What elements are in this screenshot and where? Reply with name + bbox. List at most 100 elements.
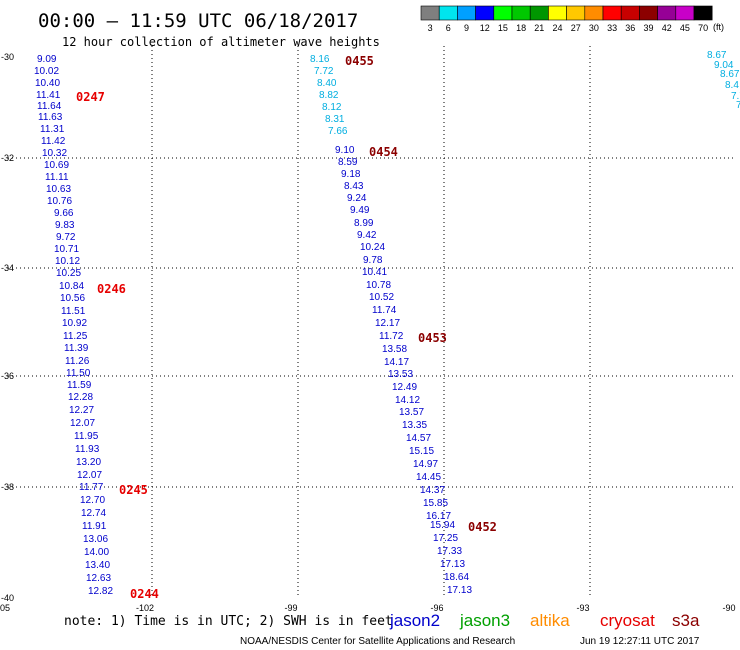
wave-height-value: 12.27 (69, 405, 94, 416)
legend-label: 70 (698, 23, 708, 33)
wave-height-value: 11.39 (64, 343, 89, 354)
satellite-key: jason2 jason3 altika cryosat s3a (389, 611, 700, 630)
wave-height-value: 9.09 (37, 54, 57, 65)
wave-height-value: 13.06 (83, 534, 108, 545)
wave-height-value: 12.70 (80, 495, 105, 506)
wave-height-value: 16.17 (426, 511, 451, 522)
latitude-label: -36 (1, 371, 14, 381)
latitude-label: -38 (1, 482, 14, 492)
wave-height-value: 8.67 (707, 50, 727, 61)
wave-height-value: 8.99 (354, 218, 374, 229)
longitude-label: -96 (430, 603, 443, 613)
satellite-altika: altika (530, 611, 570, 630)
wave-height-value: 10.41 (362, 267, 387, 278)
wave-height-legend: 3 6 9 12 15 18 21 24 27 30 33 36 39 42 45 70 (420, 5, 713, 33)
wave-height-value: 10.78 (366, 280, 391, 291)
footer-note: note: 1) Time is in UTC; 2) SWH is in fe… (64, 614, 393, 629)
wave-height-value: 17.25 (433, 533, 458, 544)
wave-height-value: 8.31 (325, 114, 345, 125)
wave-height-value: 17.13 (447, 585, 472, 596)
pass-time-label: 0455 (345, 54, 374, 68)
wave-height-value: 11.31 (40, 124, 65, 135)
legend-swatch (511, 5, 531, 21)
wave-height-value: 9.10 (335, 145, 355, 156)
pass-time-label: 0452 (468, 520, 497, 534)
wave-height-value: 8.12 (322, 102, 342, 113)
legend-swatch (438, 5, 458, 21)
legend-label: 3 (428, 23, 433, 33)
wave-height-value: 9.49 (350, 205, 370, 216)
legend-swatch (693, 5, 713, 21)
legend-label: 45 (680, 23, 690, 33)
map-subtitle: 12 hour collection of altimeter wave hei… (62, 35, 380, 49)
wave-height-value: 8.43 (344, 181, 364, 192)
legend-label: 33 (607, 23, 617, 33)
wave-height-value: 11.77 (79, 482, 104, 493)
wave-height-value: 12.17 (375, 318, 400, 329)
pass-time-label: 0246 (97, 282, 126, 296)
wave-height-value: 10.25 (56, 268, 81, 279)
legend-label: 36 (625, 23, 635, 33)
latitude-label: -40 (1, 593, 14, 603)
wave-height-value: 8.67 (720, 69, 740, 80)
wave-height-value: 11.42 (41, 136, 66, 147)
wave-height-value: 9.78 (363, 255, 383, 266)
legend-label: 6 (446, 23, 451, 33)
wave-height-value: 11.72 (379, 331, 404, 342)
longitude-label: -102 (136, 603, 154, 613)
wave-height-value: 10.40 (35, 78, 60, 89)
longitude-label: -99 (284, 603, 297, 613)
wave-height-value: 9.24 (347, 193, 367, 204)
legend-swatch (548, 5, 567, 21)
wave-height-value: 10.12 (55, 256, 80, 267)
wave-height-value: 8.59 (338, 157, 358, 168)
wave-height-value: 8.16 (310, 54, 330, 65)
wave-height-value: 12.07 (70, 418, 95, 429)
wave-height-value: 11.51 (61, 306, 86, 317)
wave-height-value: 15.94 (430, 520, 455, 531)
legend-swatch (475, 5, 495, 21)
wave-height-value: 11.59 (67, 380, 92, 391)
wave-height-value: 10.69 (44, 160, 69, 171)
legend-swatch (620, 5, 640, 21)
wave-height-value: 17.33 (437, 546, 462, 557)
wave-height-value: 14.17 (384, 357, 409, 368)
wave-height-value: 13.53 (388, 369, 413, 380)
wave-height-value: 10.32 (42, 148, 67, 159)
latitude-labels: -30 -32 -34 -36 -38 -40 (1, 52, 14, 603)
wave-height-value: 9.72 (56, 232, 76, 243)
legend-label: 24 (552, 23, 562, 33)
latitude-label: -34 (1, 263, 14, 273)
wave-height-value: 7.72 (314, 66, 334, 77)
wave-height-value: 11.50 (66, 368, 91, 379)
wave-height-value: 12.63 (86, 573, 111, 584)
wave-height-value: 10.76 (47, 196, 72, 207)
graticule (8, 46, 736, 598)
legend-swatch (457, 5, 476, 21)
wave-height-value: 11.41 (36, 90, 61, 101)
altimeter-tracks: 9.0910.0210.4011.4111.6411.6311.3111.421… (34, 50, 740, 597)
wave-height-value: 12.28 (68, 392, 93, 403)
wave-height-value: 12.07 (77, 470, 102, 481)
wave-height-value: 11.93 (75, 444, 100, 455)
pass-time-label: 0247 (76, 90, 105, 104)
legend-label: 30 (589, 23, 599, 33)
legend-swatch (657, 5, 677, 21)
longitude-label: -93 (576, 603, 589, 613)
legend-label: 12 (480, 23, 490, 33)
wave-height-value: 11.63 (38, 112, 63, 123)
wave-height-value: 12.74 (81, 508, 106, 519)
wave-height-value: 14.97 (413, 459, 438, 470)
legend-label: 39 (643, 23, 653, 33)
longitude-label: -90 (722, 603, 735, 613)
wave-height-value: 7.66 (328, 126, 348, 137)
latitude-label: -32 (1, 153, 14, 163)
wave-height-value: 9.83 (55, 220, 75, 231)
wave-height-value: 15.85 (423, 498, 448, 509)
satellite-jason2: jason2 (389, 611, 440, 630)
wave-height-value: 13.58 (382, 344, 407, 355)
wave-height-value: 14.57 (406, 433, 431, 444)
legend-swatch (639, 5, 658, 21)
wave-height-value: 15.15 (409, 446, 434, 457)
legend-swatch (584, 5, 604, 21)
